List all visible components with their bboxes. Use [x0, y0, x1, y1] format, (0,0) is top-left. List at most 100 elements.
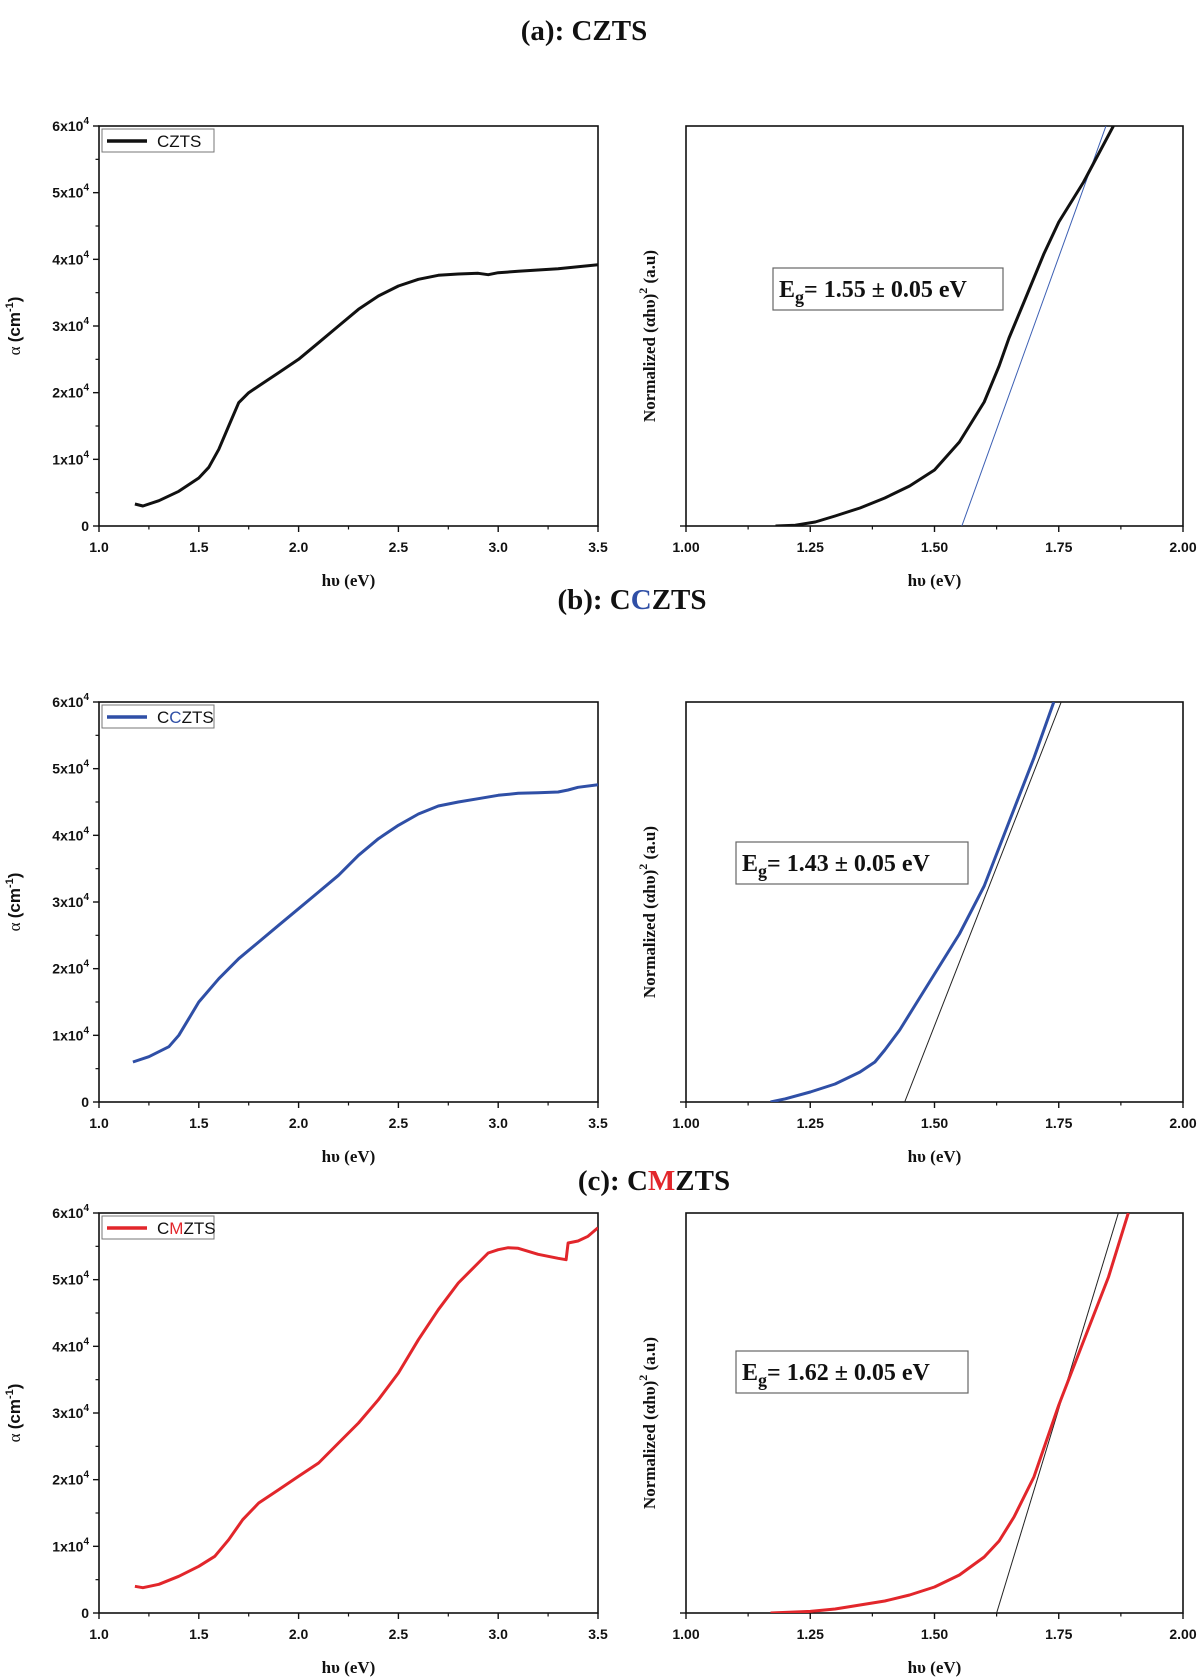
x-tick-label: 1.5: [189, 539, 209, 555]
series-line: [134, 1226, 598, 1590]
x-tick-label: 1.0: [89, 539, 109, 555]
y-tick-label: 6x104: [52, 692, 89, 710]
x-tick-label: 1.25: [797, 1626, 824, 1642]
legend-box: [101, 128, 215, 153]
x-axis-label: hυ (eV): [908, 1658, 962, 1677]
x-tick-label: 1.50: [921, 539, 948, 555]
y-tick-label: 4x104: [52, 1336, 89, 1354]
y-tick-label: 2x104: [52, 959, 89, 977]
x-tick-label: 1.50: [921, 1626, 948, 1642]
y-tick-label: 1x104: [52, 449, 89, 467]
x-tick-label: 1.25: [797, 1115, 824, 1131]
x-tick-label: 2.0: [289, 1626, 309, 1642]
x-tick-label: 2.5: [389, 1626, 409, 1642]
x-tick-label: 2.5: [389, 539, 409, 555]
legend-box: [101, 704, 215, 729]
legend-box: [101, 1215, 215, 1240]
y-tick-label: 3x104: [52, 1403, 89, 1421]
fit-line: [961, 126, 1107, 526]
y-axis-label: α (cm-1): [4, 1384, 24, 1443]
y-tick-label: 6x104: [52, 116, 89, 134]
x-tick-label: 2.00: [1169, 1626, 1196, 1642]
absorption-plot-c: 1.0 1.5 2.0 2.5 3.0 3.5 0 1x104 2x104 3x104 4x104 5…: [4, 1203, 608, 1677]
y-tick-label: 6x104: [52, 1203, 89, 1221]
y-tick-label: 5x104: [52, 183, 89, 201]
plot-frame-c-abs: [98, 1212, 599, 1614]
legend-label: CZTS: [157, 132, 201, 151]
y-tick-label: 0: [81, 1605, 89, 1621]
fit-line: [904, 702, 1062, 1102]
band-gap-label: Eg= 1.55 ± 0.05 eV: [779, 277, 968, 307]
y-tick-label: 2x104: [52, 1470, 89, 1488]
y-axis-label: Normalized (αhυ)2 (a.u): [636, 250, 659, 422]
x-tick-label: 1.00: [672, 539, 699, 555]
x-axis-label: hυ (eV): [322, 1147, 376, 1166]
panel-title-a: (a): CZTS: [521, 15, 648, 47]
y-tick-label: 3x104: [52, 892, 89, 910]
x-tick-label: 2.0: [289, 1115, 309, 1131]
y-tick-label: 5x104: [52, 1270, 89, 1288]
plot-frame-a-abs: [98, 125, 599, 527]
y-tick-label: 0: [81, 1094, 89, 1110]
band-gap-box: [735, 841, 969, 885]
x-axis-label: hυ (eV): [322, 571, 376, 590]
band-gap-label: Eg= 1.43 ± 0.05 eV: [742, 851, 931, 881]
y-axis-label: Normalized (αhυ)2 (a.u): [636, 826, 659, 998]
x-tick-label: 1.0: [89, 1626, 109, 1642]
x-tick-label: 1.00: [672, 1115, 699, 1131]
y-axis-label: Normalized (αhυ)2 (a.u): [636, 1337, 659, 1509]
x-tick-label: 3.0: [488, 539, 508, 555]
x-tick-label: 1.0: [89, 1115, 109, 1131]
band-gap-label: Eg= 1.62 ± 0.05 eV: [742, 1360, 931, 1390]
series-line: [134, 263, 598, 508]
series-line: [132, 783, 598, 1064]
legend-label: CCZTS: [157, 708, 214, 727]
x-tick-label: 3.0: [488, 1626, 508, 1642]
absorption-plot-a: 1.0 1.5 2.0 2.5 3.0 3.5 0 1x104 2x104 3x104 4x104 5…: [4, 116, 608, 590]
series-line: [770, 1213, 1130, 1613]
absorption-plot-b: 1.0 1.5 2.0 2.5 3.0 3.5 0 1x104 2x104 3x104 4x104 5…: [4, 692, 608, 1166]
x-tick-label: 1.50: [921, 1115, 948, 1131]
y-tick-label: 4x104: [52, 249, 89, 267]
x-tick-label: 2.00: [1169, 539, 1196, 555]
x-tick-label: 1.5: [189, 1626, 209, 1642]
x-tick-label: 1.25: [797, 539, 824, 555]
series-line: [770, 702, 1056, 1102]
y-tick-label: 5x104: [52, 759, 89, 777]
plot-frame-a-tauc: [685, 125, 1184, 527]
y-tick-label: 4x104: [52, 825, 89, 843]
title-highlight-c: M: [648, 1165, 675, 1197]
panel-title-b: (b): CCZTS: [557, 584, 706, 616]
band-gap-box: [772, 267, 1004, 311]
x-tick-label: 2.00: [1169, 1115, 1196, 1131]
x-tick-label: 3.5: [588, 1626, 608, 1642]
title-highlight-b: C: [631, 584, 652, 616]
y-tick-label: 1x104: [52, 1536, 89, 1554]
x-axis-label: hυ (eV): [908, 1147, 962, 1166]
tauc-plot-c: 1.00 1.25 1.50 1.75 2.00 hυ (eV) Normalized (α…: [636, 1212, 1197, 1677]
legend-label: CMZTS: [157, 1219, 216, 1238]
y-axis-label: α (cm-1): [4, 873, 24, 932]
x-tick-label: 1.5: [189, 1115, 209, 1131]
x-tick-label: 1.75: [1045, 539, 1072, 555]
plot-frame-b-tauc: [685, 701, 1184, 1103]
x-axis-label: hυ (eV): [322, 1658, 376, 1677]
x-tick-label: 3.5: [588, 539, 608, 555]
x-tick-label: 3.0: [488, 1115, 508, 1131]
x-tick-label: 1.00: [672, 1626, 699, 1642]
y-tick-label: 1x104: [52, 1025, 89, 1043]
y-tick-label: 2x104: [52, 383, 89, 401]
tauc-plot-a: 1.00 1.25 1.50 1.75 2.00 hυ (eV) Normalized (α…: [636, 125, 1197, 590]
series-line: [775, 126, 1115, 526]
x-tick-label: 3.5: [588, 1115, 608, 1131]
y-tick-label: 0: [81, 518, 89, 534]
band-gap-box: [735, 1350, 969, 1394]
tauc-plot-b: 1.00 1.25 1.50 1.75 2.00 hυ (eV) Normalized (α…: [636, 701, 1197, 1166]
panel-title-c: (c): CMZTS: [578, 1165, 730, 1197]
x-tick-label: 2.0: [289, 539, 309, 555]
x-tick-label: 1.75: [1045, 1626, 1072, 1642]
y-axis-label: α (cm-1): [4, 297, 24, 356]
x-tick-label: 1.75: [1045, 1115, 1072, 1131]
x-axis-label: hυ (eV): [908, 571, 962, 590]
